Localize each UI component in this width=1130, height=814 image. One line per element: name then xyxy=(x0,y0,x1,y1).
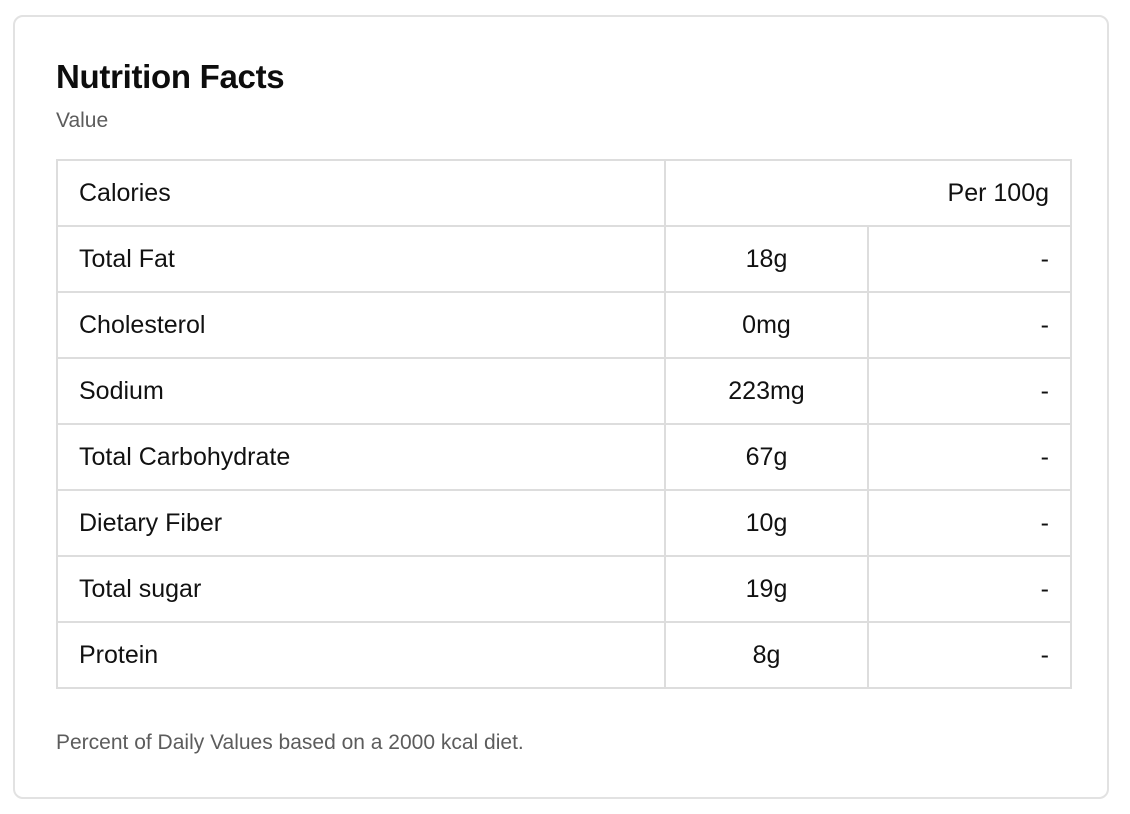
nutrient-name: Total Carbohydrate xyxy=(56,423,666,491)
nutrient-daily-value: - xyxy=(867,357,1072,425)
nutrient-name: Cholesterol xyxy=(56,291,666,359)
nutrient-amount: 0mg xyxy=(664,291,869,359)
nutrient-amount: 10g xyxy=(664,489,869,557)
nutrient-daily-value: - xyxy=(867,555,1072,623)
nutrient-amount: 8g xyxy=(664,621,869,689)
nutrient-name: Sodium xyxy=(56,357,666,425)
table-row: Cholesterol 0mg - xyxy=(56,291,1072,359)
nutrient-amount: 67g xyxy=(664,423,869,491)
header-basis: Per 100g xyxy=(664,159,1072,227)
daily-value-footnote: Percent of Daily Values based on a 2000 … xyxy=(56,731,524,754)
nutrient-amount: 18g xyxy=(664,225,869,293)
card-subtitle: Value xyxy=(56,109,109,132)
table-row: Dietary Fiber 10g - xyxy=(56,489,1072,557)
nutrient-name: Total Fat xyxy=(56,225,666,293)
nutrient-name: Protein xyxy=(56,621,666,689)
nutrient-daily-value: - xyxy=(867,489,1072,557)
table-row: Total Fat 18g - xyxy=(56,225,1072,293)
table-header-row: Calories Per 100g xyxy=(56,159,1072,227)
nutrition-facts-card: Nutrition Facts Value Calories Per 100g … xyxy=(13,15,1109,799)
nutrient-name: Dietary Fiber xyxy=(56,489,666,557)
table-row: Total sugar 19g - xyxy=(56,555,1072,623)
table-row: Sodium 223mg - xyxy=(56,357,1072,425)
header-label: Calories xyxy=(56,159,666,227)
table-row: Total Carbohydrate 67g - xyxy=(56,423,1072,491)
nutrient-daily-value: - xyxy=(867,291,1072,359)
nutrient-daily-value: - xyxy=(867,423,1072,491)
nutrient-amount: 223mg xyxy=(664,357,869,425)
table-row: Protein 8g - xyxy=(56,621,1072,689)
nutrient-daily-value: - xyxy=(867,225,1072,293)
nutrition-table: Calories Per 100g Total Fat 18g - Choles… xyxy=(56,159,1072,689)
nutrient-daily-value: - xyxy=(867,621,1072,689)
nutrient-amount: 19g xyxy=(664,555,869,623)
nutrient-name: Total sugar xyxy=(56,555,666,623)
card-title: Nutrition Facts xyxy=(56,58,285,95)
